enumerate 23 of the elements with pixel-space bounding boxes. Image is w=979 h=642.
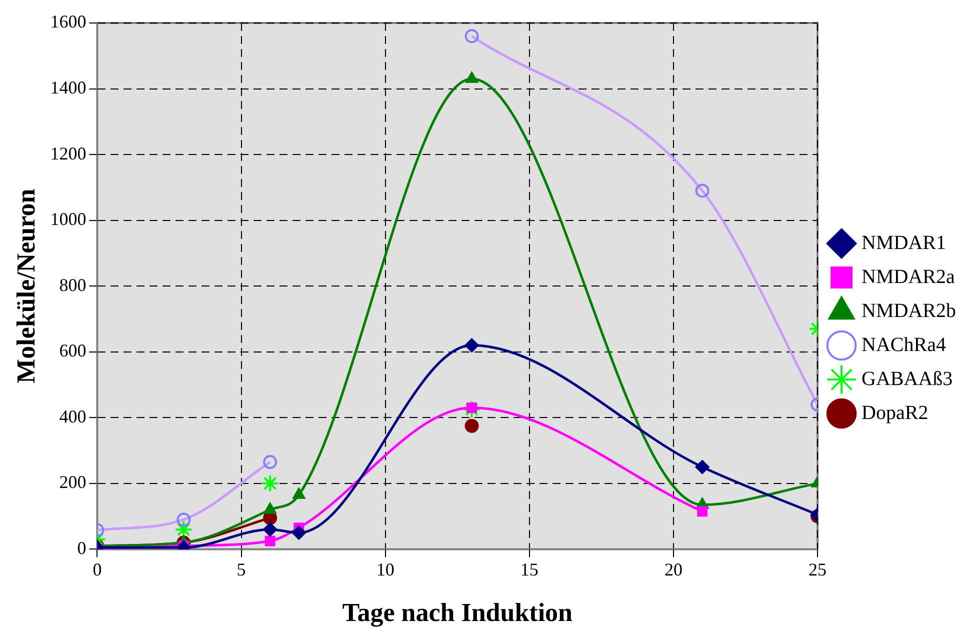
- legend-label: DopaR2: [862, 402, 928, 424]
- y-tick-label: 800: [59, 274, 86, 295]
- legend-label: GABAAß3: [862, 368, 953, 390]
- y-tick-label: 1400: [50, 78, 86, 98]
- y-tick-label: 200: [59, 472, 86, 492]
- x-tick-label: 15: [520, 560, 538, 580]
- y-axis-title: Moleküle/Neuron: [11, 188, 40, 384]
- y-tick-label: 600: [59, 340, 86, 361]
- y-tick-label: 0: [77, 538, 86, 558]
- y-tick-label: 1000: [50, 209, 86, 230]
- legend-label: NAChRa4: [862, 334, 946, 356]
- x-tick-label: 5: [236, 560, 246, 580]
- x-axis-title: Tage nach Induktion: [342, 598, 574, 628]
- legend-label: NMDAR2b: [862, 300, 956, 322]
- y-tick-label: 1200: [50, 143, 86, 164]
- x-tick-label: 20: [664, 560, 682, 580]
- x-tick-label: 10: [376, 560, 394, 580]
- x-tick-label: 25: [808, 560, 827, 580]
- y-tick-label: 400: [59, 406, 86, 426]
- legend-label: NMDAR2a: [862, 266, 955, 288]
- x-tick-label: 0: [92, 560, 102, 580]
- legend-label: NMDAR1: [862, 232, 946, 254]
- y-tick-label: 1600: [50, 12, 86, 32]
